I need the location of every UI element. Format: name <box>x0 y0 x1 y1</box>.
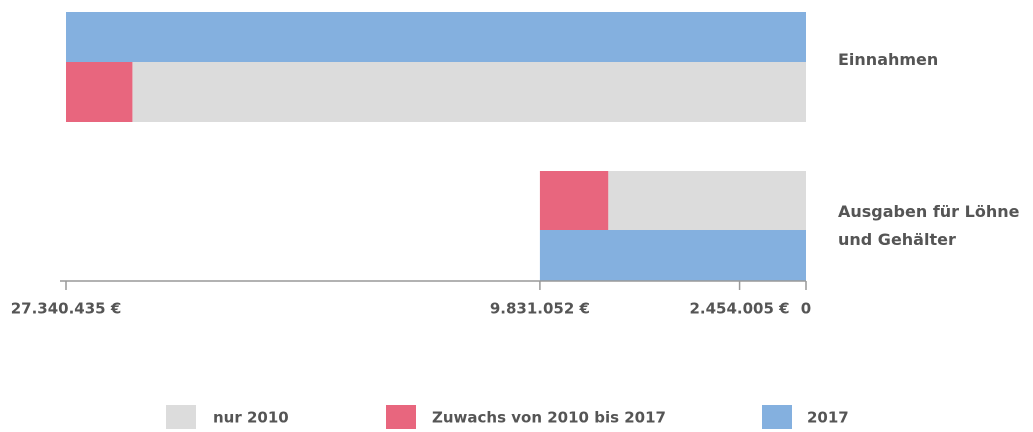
x-tick-label: 9.831.052 € <box>490 300 590 318</box>
legend-swatch <box>762 405 792 429</box>
bar-segment <box>539 171 609 230</box>
legend-label: nur 2010 <box>213 409 289 427</box>
x-tick-label: 2.454.005 € <box>689 300 789 318</box>
bar <box>66 12 806 62</box>
bar-segment <box>608 171 806 230</box>
category-label: Ausgaben für Löhne und Gehälter <box>838 202 1020 249</box>
legend-swatch <box>166 405 196 429</box>
bar <box>539 230 806 281</box>
legend-swatch <box>386 405 416 429</box>
x-tick-label: 27.340.435 € <box>11 300 122 318</box>
legend-label: Zuwachs von 2010 bis 2017 <box>432 409 666 427</box>
category-label: Einnahmen <box>838 50 939 69</box>
legend-label: 2017 <box>807 409 849 427</box>
x-tick-label: 0 <box>801 300 811 318</box>
bar-segment <box>132 62 807 122</box>
bar-segment <box>66 62 133 122</box>
